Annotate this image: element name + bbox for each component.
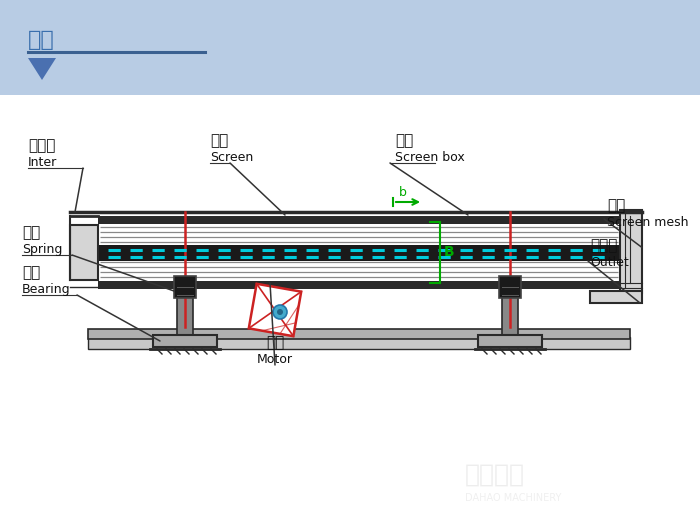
Text: Bearing: Bearing [22,283,71,296]
Text: Screen mesh: Screen mesh [607,216,689,229]
Text: 筛框: 筛框 [210,133,228,148]
Text: Screen box: Screen box [395,151,465,164]
Bar [478,335,542,347]
Text: Screen: Screen [210,151,253,164]
Polygon shape [248,284,301,336]
Text: Outlet: Outlet [590,256,629,269]
Bar [177,287,193,337]
Bar [153,335,217,347]
Text: 筛网: 筛网 [607,198,625,213]
Bar [88,337,630,349]
Bar [174,276,196,298]
Bar [0,95,700,525]
Text: 进料口: 进料口 [28,138,55,153]
Text: 弹簧: 弹簧 [22,225,41,240]
Bar [499,276,521,298]
Circle shape [273,305,287,319]
Bar [502,287,518,337]
Text: 大汉机械: 大汉机械 [465,463,525,487]
Bar [590,291,642,303]
Text: 筛笱: 筛笱 [395,133,413,148]
Text: 电机: 电机 [266,335,284,350]
Text: Spring: Spring [22,243,62,256]
Bar [70,225,98,280]
Bar [98,281,620,289]
Bar [0,0,700,95]
Bar [98,245,620,260]
Text: Motor: Motor [257,353,293,366]
Text: 出料口: 出料口 [590,238,617,253]
Text: DAHAO MACHINERY: DAHAO MACHINERY [465,493,561,503]
Bar [88,329,630,339]
Text: 支座: 支座 [22,265,41,280]
Bar [620,210,642,293]
Polygon shape [28,58,56,80]
Text: B: B [444,246,454,259]
Text: b: b [399,186,407,199]
Text: Inter: Inter [28,156,57,169]
Circle shape [277,309,283,315]
Text: 结构: 结构 [28,30,55,50]
Bar [98,216,620,224]
